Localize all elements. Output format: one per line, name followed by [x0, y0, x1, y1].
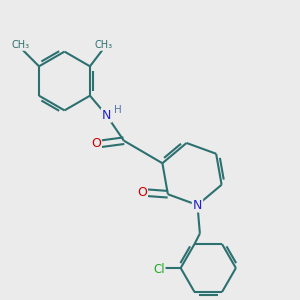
- Text: H: H: [114, 105, 122, 115]
- Text: CH₃: CH₃: [12, 40, 30, 50]
- Text: Cl: Cl: [153, 263, 165, 276]
- Text: N: N: [193, 199, 202, 212]
- Text: O: O: [91, 137, 101, 150]
- Text: O: O: [137, 186, 147, 199]
- Text: CH₃: CH₃: [95, 40, 113, 50]
- Text: N: N: [102, 109, 111, 122]
